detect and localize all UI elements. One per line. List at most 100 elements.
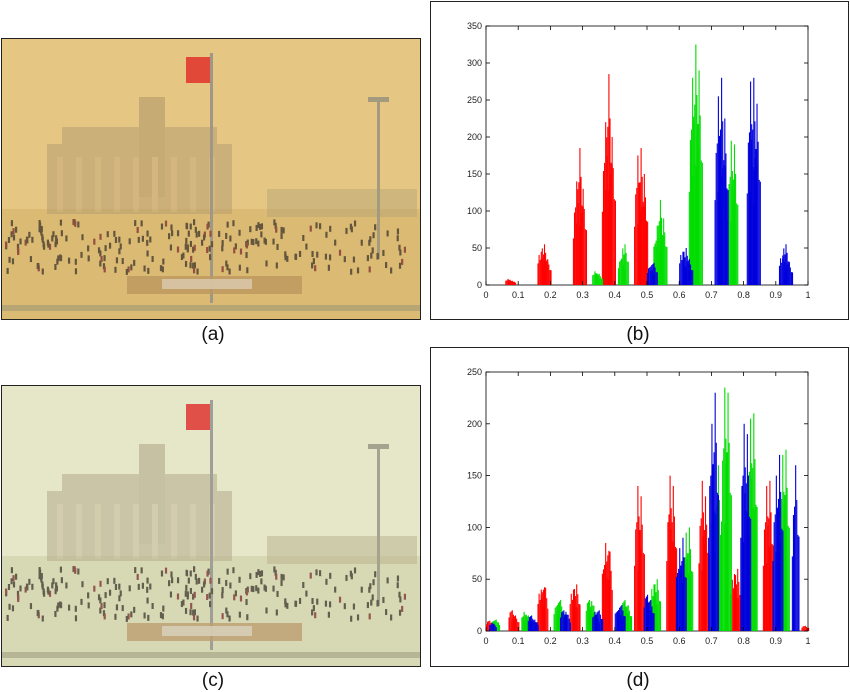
- bar: [736, 203, 738, 285]
- bar: [686, 558, 688, 631]
- bar: [795, 465, 797, 631]
- bar: [578, 603, 580, 631]
- bar: [736, 584, 738, 631]
- bar: [648, 268, 650, 285]
- bar: [712, 464, 714, 631]
- bar: [572, 600, 574, 631]
- bar: [808, 628, 810, 631]
- bar: [638, 536, 640, 631]
- bar: [685, 577, 687, 631]
- bar: [749, 191, 752, 285]
- bar: [509, 612, 511, 631]
- bar: [729, 492, 731, 631]
- bar: [619, 607, 621, 631]
- bar: [598, 273, 600, 285]
- bar: [537, 263, 539, 285]
- bar: [767, 525, 769, 631]
- bar: [585, 230, 587, 285]
- bar: [756, 103, 758, 285]
- x-tick-label: 0.6: [673, 636, 686, 646]
- bar: [802, 626, 804, 631]
- bar: [664, 232, 666, 285]
- bar: [556, 610, 558, 631]
- bar: [711, 523, 713, 631]
- bar: [568, 618, 570, 631]
- bar: [508, 617, 510, 631]
- bar: [687, 260, 689, 285]
- bar: [665, 246, 667, 285]
- bar: [624, 616, 626, 631]
- bar: [692, 176, 694, 285]
- bar: [748, 132, 751, 285]
- bar: [621, 258, 623, 285]
- bar: [785, 244, 787, 285]
- chart-b: 0 0.1 0.2 0.3 0.4 0.5 0.6 0.7 0.8 0.9 1 0 50 100 150 20…: [467, 21, 811, 300]
- bar: [607, 126, 609, 285]
- bar: [594, 271, 596, 285]
- bar: [516, 618, 518, 631]
- bar: [542, 589, 544, 631]
- bar: [619, 261, 621, 285]
- bar: [511, 620, 513, 631]
- x-tick-label: 0.1: [512, 290, 525, 300]
- bar: [759, 181, 761, 285]
- bar: [485, 624, 488, 631]
- bar: [642, 201, 644, 285]
- bar: [751, 478, 753, 631]
- bar: [635, 529, 637, 631]
- bar: [579, 241, 581, 285]
- bar: [533, 620, 535, 631]
- bar: [768, 518, 770, 631]
- bar: [753, 413, 755, 631]
- bar: [606, 578, 608, 631]
- bar: [663, 218, 665, 285]
- bar: [605, 564, 607, 631]
- bar: [496, 622, 498, 631]
- flag: [186, 57, 210, 83]
- bar: [782, 258, 784, 285]
- bar: [636, 522, 638, 631]
- bar: [612, 168, 614, 285]
- bar: [588, 609, 591, 631]
- bar: [718, 139, 720, 285]
- bar: [513, 616, 515, 631]
- bar: [649, 601, 651, 631]
- bar: [656, 579, 658, 631]
- bar: [743, 542, 745, 631]
- crowd: [5, 566, 407, 622]
- bar: [524, 620, 526, 631]
- bar: [643, 174, 645, 285]
- bar: [553, 614, 555, 631]
- bar: [597, 274, 599, 285]
- x-tick-label: 0.2: [544, 290, 557, 300]
- bar: [635, 194, 637, 285]
- bar: [751, 139, 753, 285]
- bar: [721, 77, 723, 285]
- bar: [702, 536, 704, 631]
- bar: [740, 537, 742, 631]
- bar: [734, 575, 737, 631]
- fence: [2, 652, 420, 658]
- bar: [723, 160, 725, 285]
- bar: [653, 262, 655, 285]
- bar: [778, 265, 781, 285]
- bar: [659, 601, 662, 631]
- x-tick-label: 0.6: [673, 290, 686, 300]
- bar: [655, 240, 657, 285]
- bar: [753, 203, 755, 285]
- bar: [728, 183, 730, 285]
- bar: [755, 504, 757, 631]
- bar: [726, 188, 728, 285]
- bar: [537, 624, 539, 631]
- bar: [674, 546, 677, 631]
- bar: [684, 576, 686, 631]
- bar: [757, 141, 759, 285]
- bar: [627, 605, 629, 631]
- bar: [591, 601, 593, 631]
- bar: [510, 611, 512, 631]
- bar: [596, 275, 598, 285]
- bar: [652, 612, 654, 631]
- bar: [720, 521, 723, 631]
- x-tick-label: 0.8: [737, 636, 750, 646]
- bar: [746, 434, 748, 631]
